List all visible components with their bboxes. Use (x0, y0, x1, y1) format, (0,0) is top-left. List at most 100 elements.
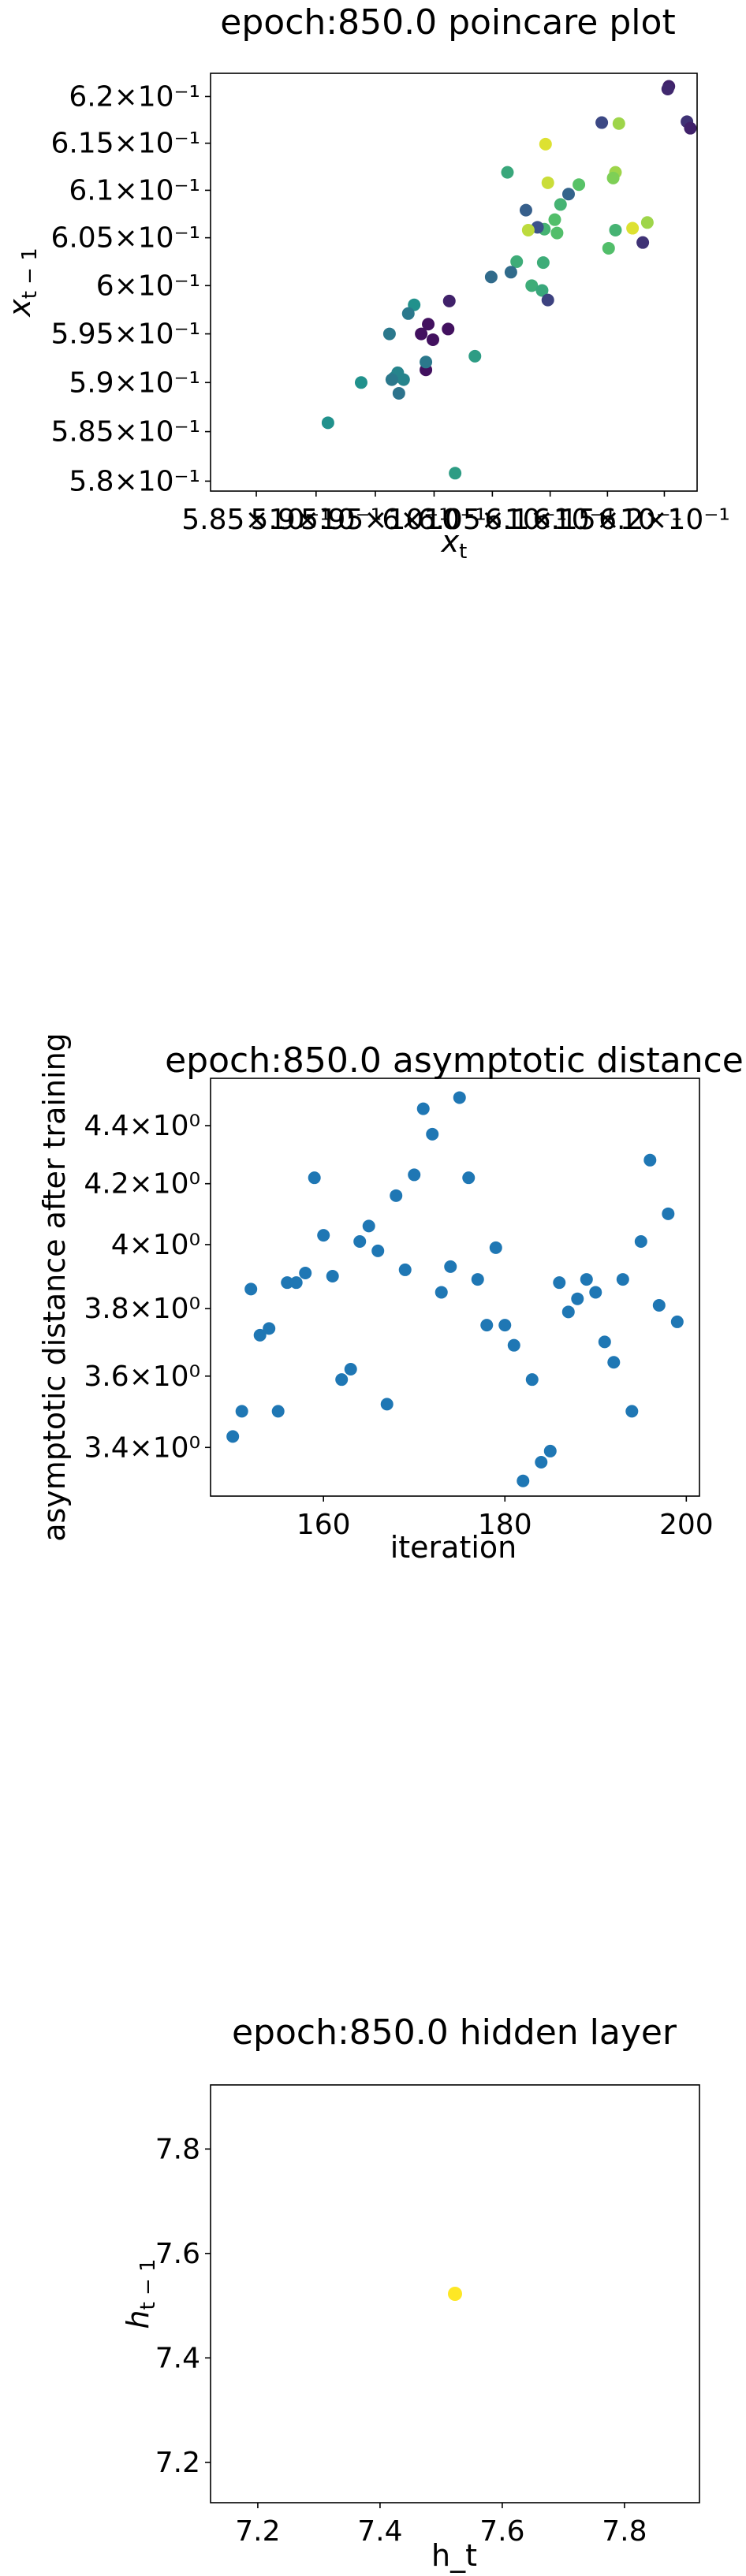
x-tick-label: 6.05×10⁻¹ (418, 504, 568, 536)
data-point-5 (271, 1405, 285, 1418)
data-point-27 (504, 266, 517, 279)
data-point-11 (326, 1270, 339, 1283)
data-point-49 (321, 416, 334, 430)
data-point-16 (371, 1244, 385, 1257)
x-tick-label: 5.9×10⁻¹ (250, 504, 382, 536)
poincare-points (321, 80, 697, 480)
y-tick-label: 5.9×10⁻¹ (69, 367, 200, 399)
data-point-10 (317, 1229, 330, 1242)
data-point-25 (453, 1091, 466, 1104)
x-tick-label: 6.1×10⁻¹ (484, 504, 616, 536)
y-tick-label: 7.6 (155, 2238, 200, 2270)
poincare-x-ticks: 5.85×10⁻¹5.9×10⁻¹5.95×10⁻¹6×10⁻¹6.05×10⁻… (181, 491, 730, 536)
poincare-plot-frame (210, 73, 698, 492)
asymptotic-title: epoch:850.0 asymptotic distance (165, 1040, 744, 1081)
data-point-36 (442, 322, 455, 336)
hidden-layer-x-axis-label: h_t (431, 2538, 477, 2573)
data-point-46 (643, 1153, 657, 1167)
data-point-7 (289, 1276, 303, 1290)
asymptotic-x-ticks: 160 180 200 (297, 1496, 714, 1541)
data-point-30 (535, 284, 549, 297)
asymptotic-x-axis-label: iteration (390, 1530, 517, 1565)
data-point-29 (525, 279, 539, 292)
data-point-11 (573, 178, 586, 192)
x-tick-label: 7.2 (235, 2515, 280, 2548)
asymptotic-distance-chart: epoch:850.0 asymptotic distance 160 180 20… (37, 1033, 744, 1565)
x-tick-label: 200 (659, 1509, 714, 1541)
data-point-2 (244, 1282, 258, 1296)
data-point-18 (390, 1189, 403, 1202)
poincare-y-axis-label: xt − 1 (2, 248, 42, 318)
y-tick-label: 4.2×10⁰ (84, 1168, 200, 1201)
data-point-6 (539, 137, 552, 151)
data-point-34 (535, 1456, 548, 1469)
data-point-32 (517, 1474, 530, 1487)
data-point-26 (462, 1171, 476, 1185)
data-point-12 (561, 188, 575, 201)
hidden-layer-y-ticks: 7.2 7.4 7.6 7.8 (155, 2133, 211, 2479)
x-tick-label: 6.2×10⁻¹ (599, 504, 730, 536)
hidden-layer-chart: epoch:850.0 hidden layer 7.2 7.4 7.6 7.8 7.… (121, 2012, 700, 2573)
data-point-13 (344, 1362, 357, 1375)
data-point-23 (435, 1286, 448, 1299)
hidden-layer-title: epoch:850.0 hidden layer (232, 2012, 677, 2053)
data-point-38 (571, 1292, 584, 1305)
data-point-7 (501, 166, 514, 179)
data-point-25 (536, 256, 550, 270)
data-point-15 (548, 213, 561, 226)
data-point-19 (398, 1263, 412, 1276)
data-point-48 (392, 386, 405, 400)
data-point-20 (408, 1168, 421, 1182)
data-point-13 (554, 198, 567, 211)
y-tick-label: 6.05×10⁻¹ (50, 222, 200, 255)
data-point-50 (449, 467, 462, 480)
data-point-31 (507, 1338, 520, 1352)
y-tick-label: 7.2 (155, 2447, 200, 2479)
data-point-14 (519, 203, 532, 217)
asymptotic-y-axis-label: asymptotic distance after training (37, 1033, 72, 1542)
x-tick-label: 7.8 (602, 2515, 647, 2548)
hidden-layer-y-axis-label: ht − 1 (121, 2258, 160, 2328)
x-tick-label: 5.95×10⁻¹ (300, 504, 450, 536)
data-point-0 (448, 2287, 462, 2301)
data-point-32 (442, 294, 456, 307)
y-tick-label: 6×10⁻¹ (96, 270, 200, 302)
data-point-42 (607, 1356, 621, 1369)
data-point-8 (299, 1266, 312, 1279)
data-point-33 (525, 1373, 539, 1387)
data-point-3 (684, 121, 697, 135)
data-point-4 (595, 116, 609, 129)
hidden-layer-x-ticks: 7.2 7.4 7.6 7.8 (235, 2503, 647, 2548)
data-point-16 (640, 216, 654, 229)
data-point-1 (661, 83, 674, 96)
data-point-3 (253, 1328, 267, 1342)
data-point-9 (308, 1171, 321, 1185)
data-point-37 (561, 1305, 575, 1319)
data-point-24 (602, 241, 615, 255)
data-point-5 (612, 117, 625, 130)
data-point-37 (415, 327, 428, 341)
y-tick-label: 6.15×10⁻¹ (50, 128, 200, 160)
hidden-layer-points (448, 2287, 462, 2301)
asymptotic-plot-frame (210, 1078, 700, 1497)
x-tick-label: 160 (297, 1509, 351, 1541)
data-point-12 (335, 1373, 349, 1387)
data-point-48 (662, 1207, 675, 1220)
data-point-47 (354, 376, 367, 389)
data-point-10 (541, 176, 554, 189)
data-point-17 (380, 1398, 394, 1411)
y-tick-label: 4.4×10⁰ (84, 1110, 200, 1142)
data-point-21 (550, 226, 564, 240)
x-tick-label: 6×10⁻¹ (382, 504, 486, 536)
poincare-y-ticks: 5.8×10⁻¹ 5.85×10⁻¹ 5.9×10⁻¹ 5.95×10⁻¹ 6×10⁻¹… (50, 80, 211, 497)
y-tick-label: 3.6×10⁰ (84, 1361, 200, 1393)
y-tick-label: 6.2×10⁻¹ (69, 80, 200, 113)
data-point-18 (626, 221, 640, 235)
data-point-45 (634, 1234, 647, 1248)
data-point-23 (636, 236, 650, 249)
y-tick-label: 5.8×10⁻¹ (69, 465, 200, 497)
x-tick-label: 6.15×10⁻¹ (533, 504, 683, 536)
data-point-15 (362, 1219, 375, 1233)
data-point-22 (426, 1127, 439, 1141)
